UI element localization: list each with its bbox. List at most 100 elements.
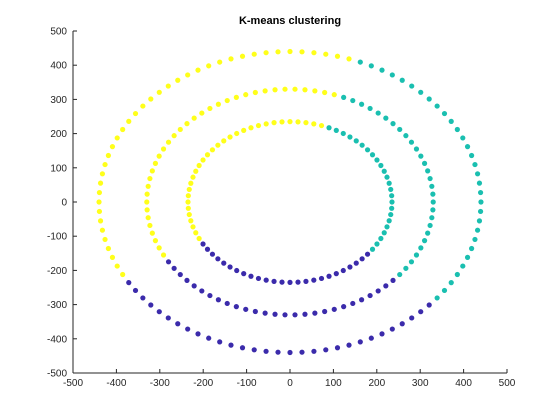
data-point: [346, 56, 352, 62]
data-point: [209, 251, 216, 257]
data-point: [188, 180, 194, 186]
data-point: [221, 260, 227, 266]
data-point: [386, 218, 392, 224]
data-point: [105, 245, 111, 252]
data-point: [368, 335, 374, 341]
x-tick-label: -100: [237, 378, 257, 389]
data-point: [234, 130, 240, 137]
data-point: [99, 227, 106, 233]
data-point: [207, 292, 213, 299]
data-point: [175, 77, 181, 83]
data-point: [193, 230, 199, 236]
data-point: [102, 236, 108, 243]
data-point: [263, 121, 269, 127]
data-point: [364, 147, 371, 153]
data-point: [318, 122, 325, 129]
data-point: [311, 50, 317, 56]
data-point: [399, 77, 405, 83]
x-tick-label: -300: [150, 378, 170, 389]
data-point: [359, 142, 365, 148]
data-point: [251, 51, 257, 57]
data-point: [318, 275, 325, 282]
data-point: [252, 308, 258, 315]
data-point: [262, 88, 268, 94]
data-point: [241, 127, 247, 133]
data-point: [171, 265, 177, 271]
data-point: [418, 89, 424, 95]
data-point: [191, 115, 197, 121]
data-point: [311, 348, 317, 354]
data-point: [144, 199, 150, 205]
data-point: [464, 254, 471, 260]
data-point: [207, 105, 213, 112]
data-point: [227, 264, 233, 270]
data-point: [367, 105, 373, 112]
data-point: [191, 283, 197, 289]
data-point: [408, 139, 415, 145]
data-point: [97, 180, 104, 186]
data-point: [195, 331, 201, 337]
data-point: [156, 89, 162, 95]
data-point: [228, 56, 234, 62]
data-point: [333, 271, 339, 277]
x-tick-label: 300: [412, 378, 429, 389]
data-point: [204, 246, 211, 252]
data-point: [341, 94, 347, 100]
data-point: [147, 175, 153, 182]
data-point: [476, 218, 483, 224]
data-point: [144, 191, 150, 197]
x-tick-label: -400: [106, 378, 126, 389]
data-point: [409, 83, 415, 89]
data-point: [421, 160, 428, 166]
data-point: [383, 283, 389, 289]
data-point: [292, 312, 298, 318]
data-point: [364, 251, 371, 257]
x-tick-label: 100: [325, 378, 342, 389]
data-point: [217, 339, 223, 345]
data-point: [239, 53, 246, 59]
data-point: [381, 230, 387, 236]
data-point: [126, 280, 132, 286]
data-point: [334, 345, 341, 351]
data-point: [271, 120, 277, 126]
data-point: [97, 218, 104, 224]
data-point: [221, 138, 227, 144]
data-point: [399, 321, 405, 327]
y-tick-label: -200: [47, 266, 67, 277]
data-point: [454, 271, 460, 278]
data-point: [353, 138, 359, 144]
data-point: [334, 53, 341, 59]
data-point: [144, 207, 150, 213]
data-point: [126, 118, 132, 124]
data-point: [165, 259, 172, 265]
data-point: [215, 101, 221, 107]
data-point: [359, 101, 365, 107]
data-point: [224, 300, 230, 307]
data-point: [196, 235, 202, 242]
data-point: [403, 265, 409, 271]
data-point: [426, 302, 432, 308]
y-tick-label: 300: [50, 95, 67, 106]
axes: [72, 31, 507, 374]
data-point: [282, 312, 288, 318]
data-point: [255, 122, 262, 129]
data-point: [96, 189, 103, 196]
data-point: [188, 218, 194, 224]
data-point: [109, 254, 116, 260]
data-point: [326, 273, 332, 279]
data-point: [472, 161, 478, 168]
data-point: [160, 252, 167, 258]
data-point: [215, 142, 221, 148]
data-point: [386, 180, 392, 186]
data-point: [403, 133, 409, 139]
data-point: [369, 246, 376, 252]
data-point: [262, 310, 268, 316]
data-point: [243, 306, 249, 312]
data-point: [418, 153, 424, 159]
data-point: [346, 342, 352, 348]
data-point: [96, 199, 102, 205]
data-point: [152, 160, 159, 166]
data-point: [190, 174, 196, 180]
x-tick-label: 500: [499, 378, 516, 389]
data-point: [312, 88, 318, 94]
